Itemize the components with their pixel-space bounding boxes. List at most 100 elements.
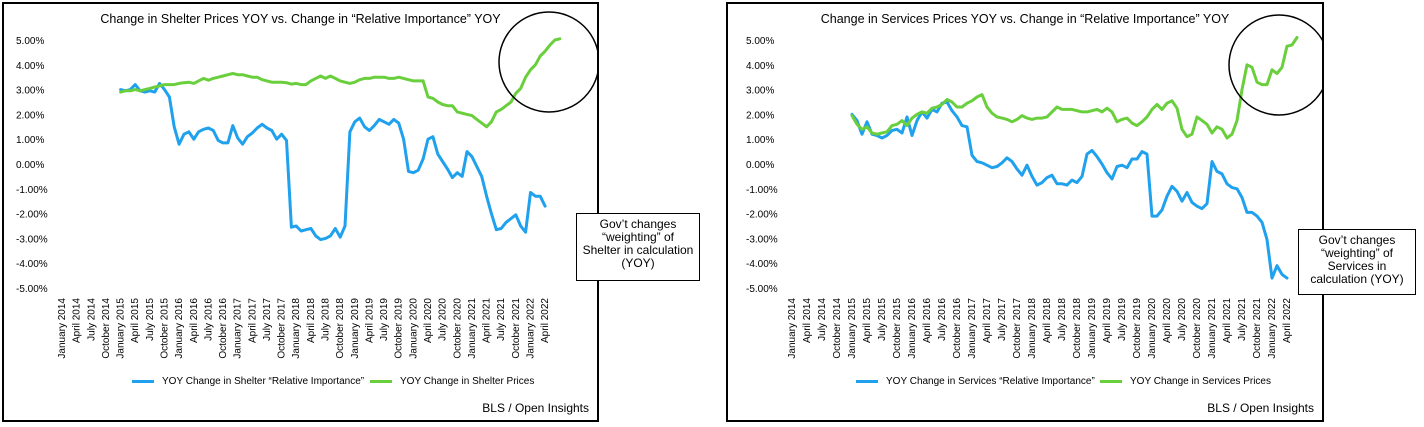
x-tick-label: January 2021	[1207, 298, 1218, 359]
legend-item-prices: YOY Change in Shelter Prices	[370, 376, 534, 387]
x-tick-label: July 2020	[1177, 298, 1188, 341]
x-tick-label: October 2017	[1012, 298, 1023, 359]
legend-swatch-blue	[856, 380, 878, 383]
x-tick-label: April 2014	[802, 298, 813, 343]
x-tick-label: October 2021	[511, 298, 522, 359]
x-tick-label: January 2017	[233, 298, 244, 359]
x-tick-label: July 2018	[321, 298, 332, 341]
chart-title: Change in Shelter Prices YOY vs. Change …	[100, 12, 501, 26]
x-tick-label: July 2016	[203, 298, 214, 341]
callout-line: Services in	[1327, 259, 1387, 273]
callout-line: “weighting” of	[1320, 246, 1394, 260]
y-tick-label: 4.00%	[16, 61, 44, 72]
x-tick-label: April 2020	[423, 298, 434, 343]
callout-line: Shelter in calculation	[582, 243, 694, 257]
weighting-callout: Gov’t changes “weighting” of Services in…	[1298, 229, 1416, 295]
y-tick-label: 0.00%	[746, 160, 774, 171]
x-tick-label: October 2015	[159, 298, 170, 359]
x-tick-label: April 2014	[72, 298, 83, 343]
callout-line: calculation (YOY)	[1310, 272, 1404, 286]
x-tick-label: October 2019	[394, 298, 405, 359]
x-tick-label: April 2019	[364, 298, 375, 343]
legend-label: YOY Change in Shelter Prices	[400, 376, 535, 387]
x-tick-label: July 2014	[86, 298, 97, 341]
legend-item-prices: YOY Change in Services Prices	[1100, 376, 1271, 387]
x-tick-label: October 2017	[277, 298, 288, 359]
x-tick-label: January 2019	[350, 298, 361, 359]
y-tick-label: 3.00%	[16, 86, 44, 97]
callout-line: (YOY)	[621, 256, 655, 270]
x-tick-label: January 2015	[847, 298, 858, 359]
x-tick-label: April 2015	[130, 298, 141, 343]
y-tick-label: -5.00%	[746, 284, 778, 295]
x-tick-label: April 2019	[1102, 298, 1113, 343]
legend-swatch-green	[370, 380, 392, 383]
x-tick-label: January 2016	[907, 298, 918, 359]
x-tick-label: October 2014	[101, 298, 112, 359]
highlight-circle	[1228, 14, 1322, 116]
x-tick-label: July 2014	[817, 298, 828, 341]
x-tick-label: July 2019	[379, 298, 390, 341]
x-tick-label: July 2017	[997, 298, 1008, 341]
x-tick-label: July 2017	[262, 298, 273, 341]
y-tick-label: -1.00%	[16, 185, 48, 196]
y-tick-label: 3.00%	[746, 86, 774, 97]
x-tick-label: July 2021	[1237, 298, 1248, 341]
y-tick-label: -5.00%	[16, 284, 48, 295]
x-tick-label: October 2014	[832, 298, 843, 359]
y-tick-label: 0.00%	[16, 160, 44, 171]
x-tick-label: July 2015	[877, 298, 888, 341]
x-tick-label: July 2021	[496, 298, 507, 341]
y-tick-label: -3.00%	[16, 234, 48, 245]
legend-label: YOY Change in Shelter “Relative Importan…	[162, 376, 365, 387]
shelter-chart-plot: 5.00% 4.00% 3.00% 2.00% 1.00% 0.00% -1.00% -2.0…	[16, 11, 597, 359]
legend-item-relative-importance: YOY Change in Shelter “Relative Importan…	[132, 376, 364, 387]
x-tick-label: April 2018	[1042, 298, 1053, 343]
x-tick-label: April 2020	[1162, 298, 1173, 343]
x-tick-label: October 2015	[892, 298, 903, 359]
x-tick-label: April 2015	[862, 298, 873, 343]
x-tick-label: April 2022	[540, 298, 551, 343]
y-tick-label: -4.00%	[16, 259, 48, 270]
y-tick-label: -4.00%	[746, 259, 778, 270]
x-tick-label: April 2021	[482, 298, 493, 343]
legend-swatch-blue	[132, 380, 154, 383]
x-tick-label: January 2018	[1027, 298, 1038, 359]
series-line-prices	[119, 37, 562, 129]
legend-swatch-green	[1100, 380, 1122, 383]
x-tick-label: October 2019	[1132, 298, 1143, 359]
y-tick-label: 1.00%	[746, 135, 774, 146]
y-tick-label: -2.00%	[16, 210, 48, 221]
x-tick-label: January 2022	[1267, 298, 1278, 359]
x-tick-label: April 2018	[306, 298, 317, 343]
series-line-prices	[850, 36, 1299, 140]
source-label: BLS / Open Insights	[1207, 401, 1314, 415]
x-tick-label: April 2017	[247, 298, 258, 343]
y-tick-label: 1.00%	[16, 135, 44, 146]
x-tick-label: October 2021	[1252, 298, 1263, 359]
x-tick-label: July 2016	[937, 298, 948, 341]
y-tick-label: 4.00%	[746, 61, 774, 72]
x-tick-label: July 2015	[145, 298, 156, 341]
callout-line: “weighting” of	[601, 230, 675, 244]
source-label: BLS / Open Insights	[482, 401, 589, 415]
x-tick-label: January 2015	[116, 298, 127, 359]
legend-item-relative-importance: YOY Change in Services “Relative Importa…	[856, 376, 1095, 387]
series-line-relative-importance	[119, 81, 547, 242]
chart-title: Change in Services Prices YOY vs. Change…	[820, 12, 1230, 26]
callout-line: Gov’t changes	[599, 217, 677, 231]
x-tick-label: October 2016	[952, 298, 963, 359]
x-tick-label: July 2019	[1117, 298, 1128, 341]
x-tick-label: April 2017	[982, 298, 993, 343]
x-tick-label: April 2021	[1222, 298, 1233, 343]
x-tick-label: April 2016	[189, 298, 200, 343]
x-tick-label: January 2019	[1087, 298, 1098, 359]
y-tick-label: 5.00%	[746, 36, 774, 47]
y-tick-label: -2.00%	[746, 210, 778, 221]
x-tick-label: October 2020	[1192, 298, 1203, 359]
weighting-callout: Gov’t changes “weighting” of Shelter in …	[576, 213, 700, 281]
x-tick-label: October 2018	[1072, 298, 1083, 359]
series-line-relative-importance	[850, 100, 1289, 280]
shelter-chart-panel: Change in Shelter Prices YOY vs. Change …	[2, 2, 599, 422]
legend-label: YOY Change in Services Prices	[1130, 376, 1271, 387]
